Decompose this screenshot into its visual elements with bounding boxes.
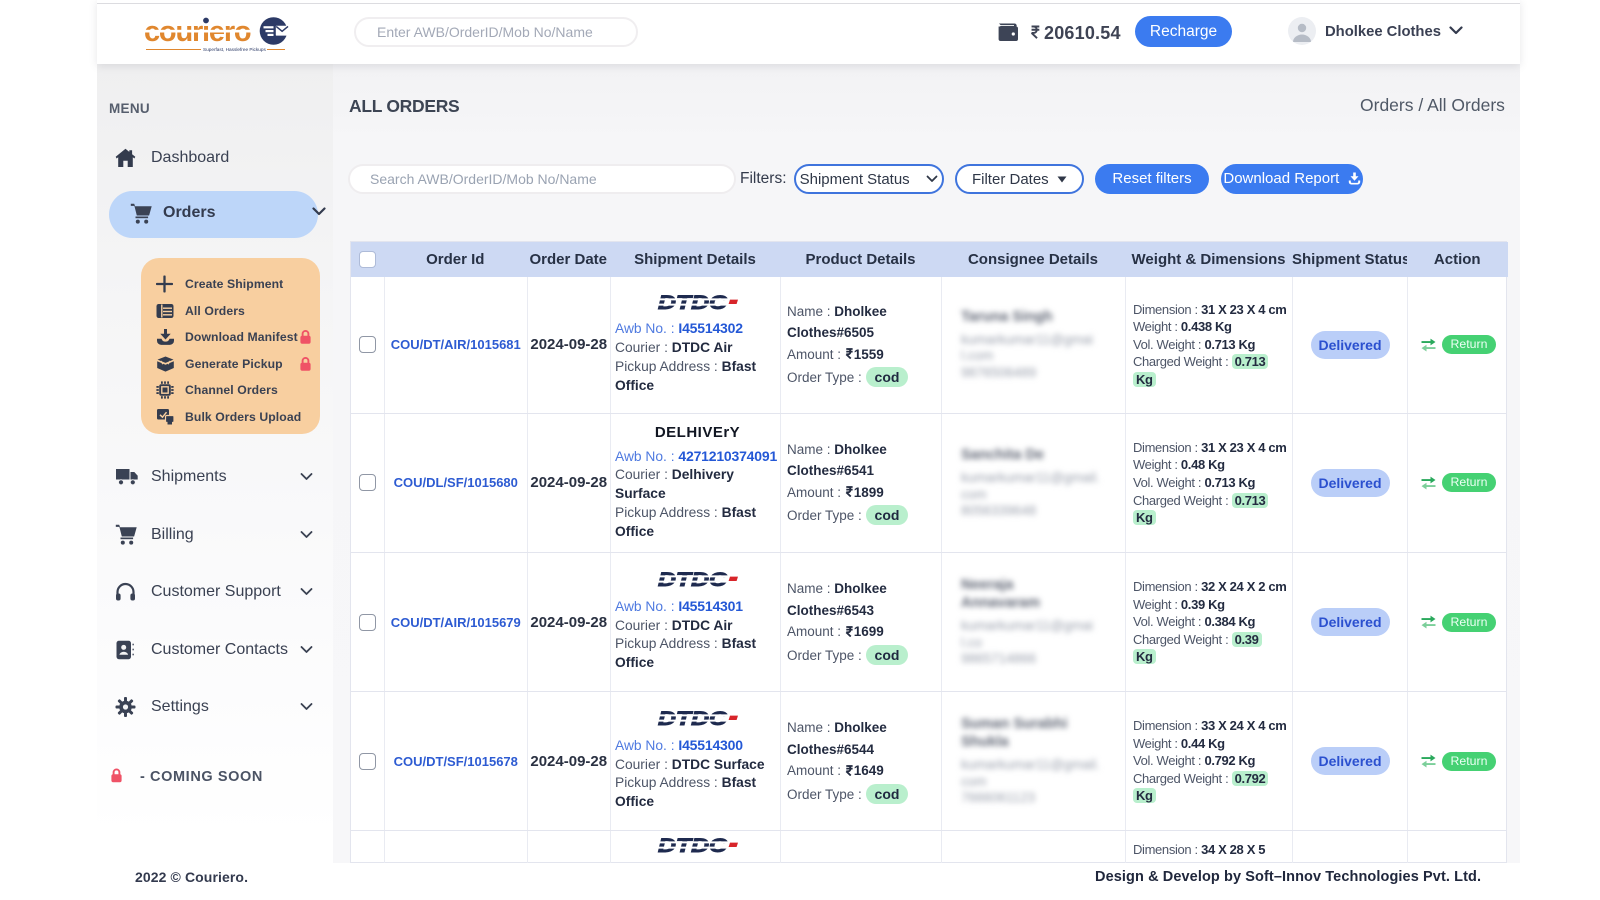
svg-text:DTDC: DTDC: [658, 294, 727, 312]
svg-text:Superfast, Hasslefree Pickups: Superfast, Hasslefree Pickups: [203, 47, 266, 52]
svg-text:DTDC: DTDC: [658, 710, 727, 728]
svg-text:DTDC: DTDC: [658, 837, 727, 855]
svg-text:DTDC: DTDC: [658, 571, 727, 589]
